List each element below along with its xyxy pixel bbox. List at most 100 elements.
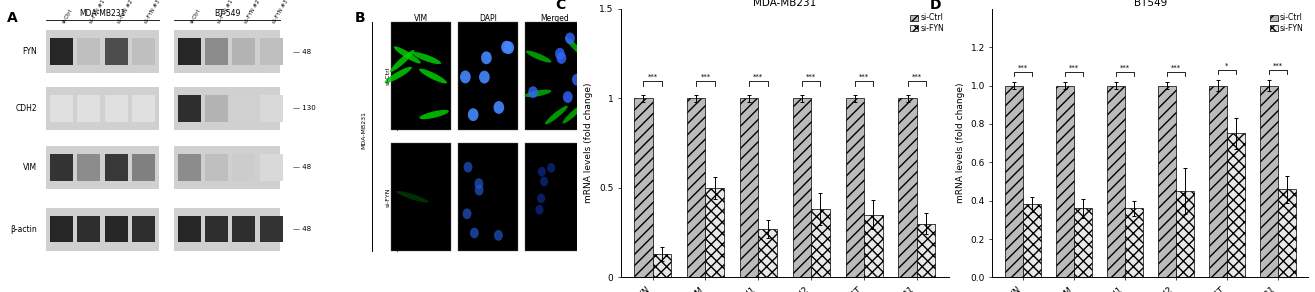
Circle shape xyxy=(479,71,489,84)
Text: BT-549: BT-549 xyxy=(214,9,241,18)
Bar xyxy=(174,208,280,251)
Bar xyxy=(178,154,200,181)
Bar xyxy=(1176,191,1194,277)
Title: MDA-MB231: MDA-MB231 xyxy=(753,0,817,8)
Text: si-FYN #3: si-FYN #3 xyxy=(271,0,289,25)
Circle shape xyxy=(535,205,543,215)
Text: — 48: — 48 xyxy=(292,49,310,55)
Bar xyxy=(260,95,283,121)
Bar xyxy=(811,209,830,277)
Bar xyxy=(1074,208,1091,277)
Bar xyxy=(260,38,283,65)
Circle shape xyxy=(469,228,479,238)
Bar xyxy=(233,38,255,65)
Ellipse shape xyxy=(544,106,568,124)
Ellipse shape xyxy=(384,67,412,83)
Circle shape xyxy=(540,177,548,186)
Legend: si-Ctrl, si-FYN: si-Ctrl, si-FYN xyxy=(1269,13,1304,34)
Text: ***: *** xyxy=(1018,65,1028,71)
Bar xyxy=(652,254,671,277)
Bar xyxy=(50,38,72,65)
Circle shape xyxy=(538,193,546,203)
Circle shape xyxy=(501,41,512,54)
Circle shape xyxy=(538,167,546,176)
Text: DAPI: DAPI xyxy=(479,14,497,23)
Bar xyxy=(174,30,280,73)
Bar xyxy=(525,22,585,130)
Text: si-FYN #1: si-FYN #1 xyxy=(217,0,234,25)
Circle shape xyxy=(529,86,538,98)
Circle shape xyxy=(460,70,471,84)
Ellipse shape xyxy=(391,50,414,72)
Bar xyxy=(205,38,227,65)
Text: ***: *** xyxy=(1170,65,1181,71)
Text: — 48: — 48 xyxy=(292,226,310,232)
Text: ***: *** xyxy=(1273,62,1283,69)
Bar xyxy=(260,154,283,181)
Ellipse shape xyxy=(565,37,586,58)
Bar xyxy=(46,208,159,251)
Text: FYN: FYN xyxy=(22,47,37,56)
Circle shape xyxy=(475,185,484,195)
Text: CDH2: CDH2 xyxy=(16,104,37,113)
Bar xyxy=(793,98,811,277)
Title: BT549: BT549 xyxy=(1134,0,1168,8)
Bar xyxy=(864,215,882,277)
Circle shape xyxy=(572,74,581,86)
Text: ***: *** xyxy=(859,74,869,79)
Bar xyxy=(46,87,159,130)
Circle shape xyxy=(504,41,514,54)
Y-axis label: mRNA levels (fold change): mRNA levels (fold change) xyxy=(584,83,593,203)
Bar xyxy=(759,229,777,277)
Text: *: * xyxy=(1226,62,1228,69)
Circle shape xyxy=(547,163,555,173)
Bar xyxy=(1124,208,1143,277)
Bar xyxy=(50,215,72,242)
Bar xyxy=(233,215,255,242)
Ellipse shape xyxy=(393,46,421,63)
Text: β-actin: β-actin xyxy=(11,225,37,234)
Bar xyxy=(205,215,227,242)
Text: si-FYN: si-FYN xyxy=(385,187,391,206)
Bar xyxy=(458,143,518,251)
Circle shape xyxy=(494,230,502,241)
Bar xyxy=(205,95,227,121)
Text: C: C xyxy=(555,0,565,12)
Bar xyxy=(78,154,100,181)
Bar xyxy=(46,146,159,189)
Bar xyxy=(233,154,255,181)
Bar xyxy=(233,95,255,121)
Legend: si-Ctrl, si-FYN: si-Ctrl, si-FYN xyxy=(910,13,944,34)
Text: MDA-MB231: MDA-MB231 xyxy=(362,111,366,149)
Text: si-FYN #2: si-FYN #2 xyxy=(243,0,262,25)
Bar xyxy=(78,38,100,65)
Bar xyxy=(46,30,159,73)
Bar xyxy=(132,215,155,242)
Ellipse shape xyxy=(526,51,551,62)
Text: si-Ctrl: si-Ctrl xyxy=(385,67,391,85)
Bar xyxy=(132,38,155,65)
Ellipse shape xyxy=(413,52,441,64)
Circle shape xyxy=(555,48,565,60)
Bar xyxy=(705,188,725,277)
Text: A: A xyxy=(7,11,17,25)
Bar xyxy=(1005,86,1023,277)
Bar xyxy=(105,215,128,242)
Bar xyxy=(178,95,200,121)
Ellipse shape xyxy=(419,110,448,119)
Bar xyxy=(1278,189,1295,277)
Bar xyxy=(1023,204,1041,277)
Bar xyxy=(78,95,100,121)
Bar xyxy=(392,22,451,130)
Bar xyxy=(78,215,100,242)
Circle shape xyxy=(481,51,492,64)
Bar xyxy=(1107,86,1124,277)
Ellipse shape xyxy=(396,191,429,203)
Bar xyxy=(917,224,935,277)
Bar xyxy=(1208,86,1227,277)
Bar xyxy=(525,143,585,251)
Bar xyxy=(50,154,72,181)
Bar xyxy=(1159,86,1176,277)
Text: ***: *** xyxy=(911,74,922,79)
Bar xyxy=(846,98,864,277)
